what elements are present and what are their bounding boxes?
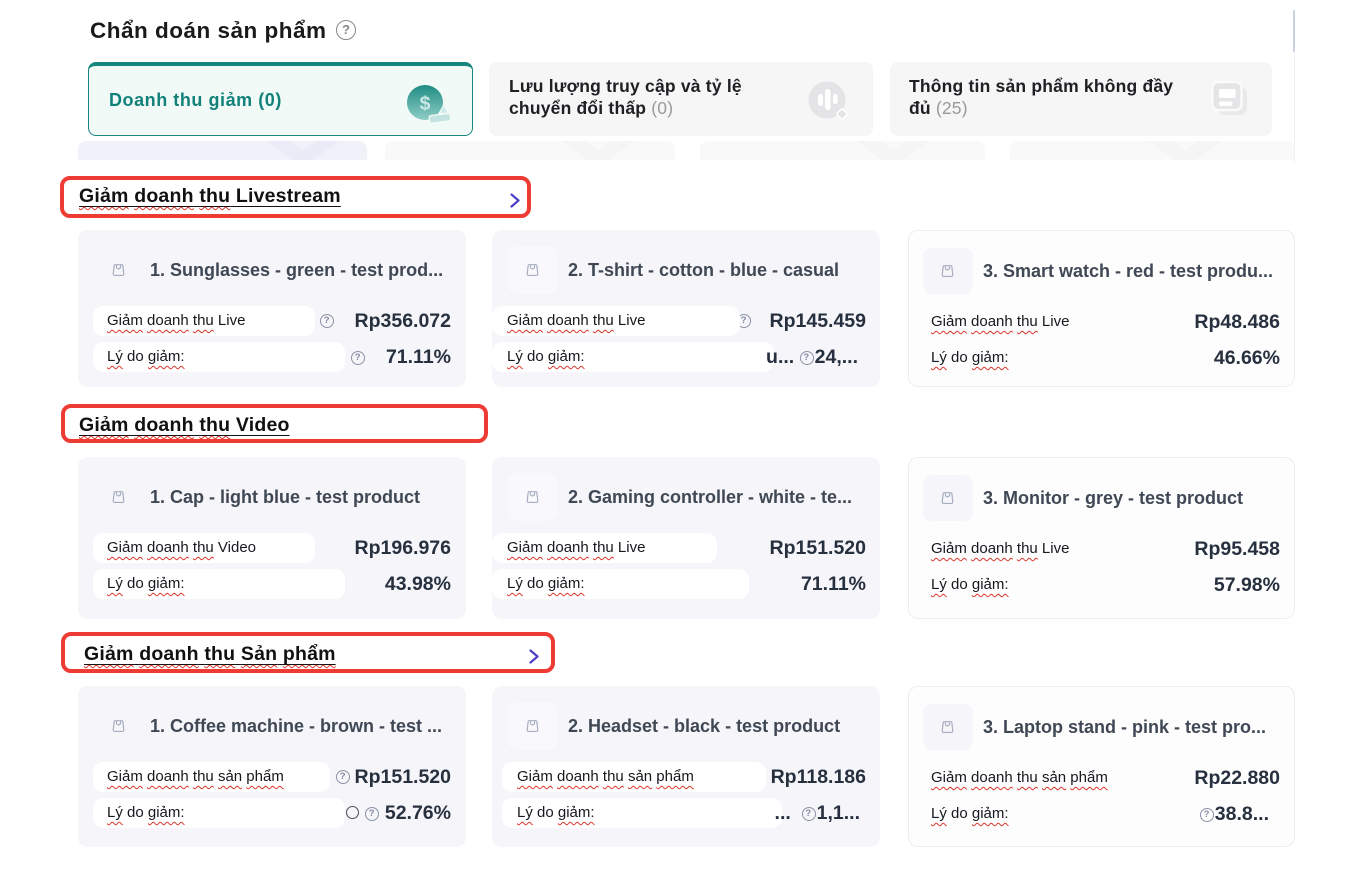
svg-text:$: $ [420, 93, 431, 115]
